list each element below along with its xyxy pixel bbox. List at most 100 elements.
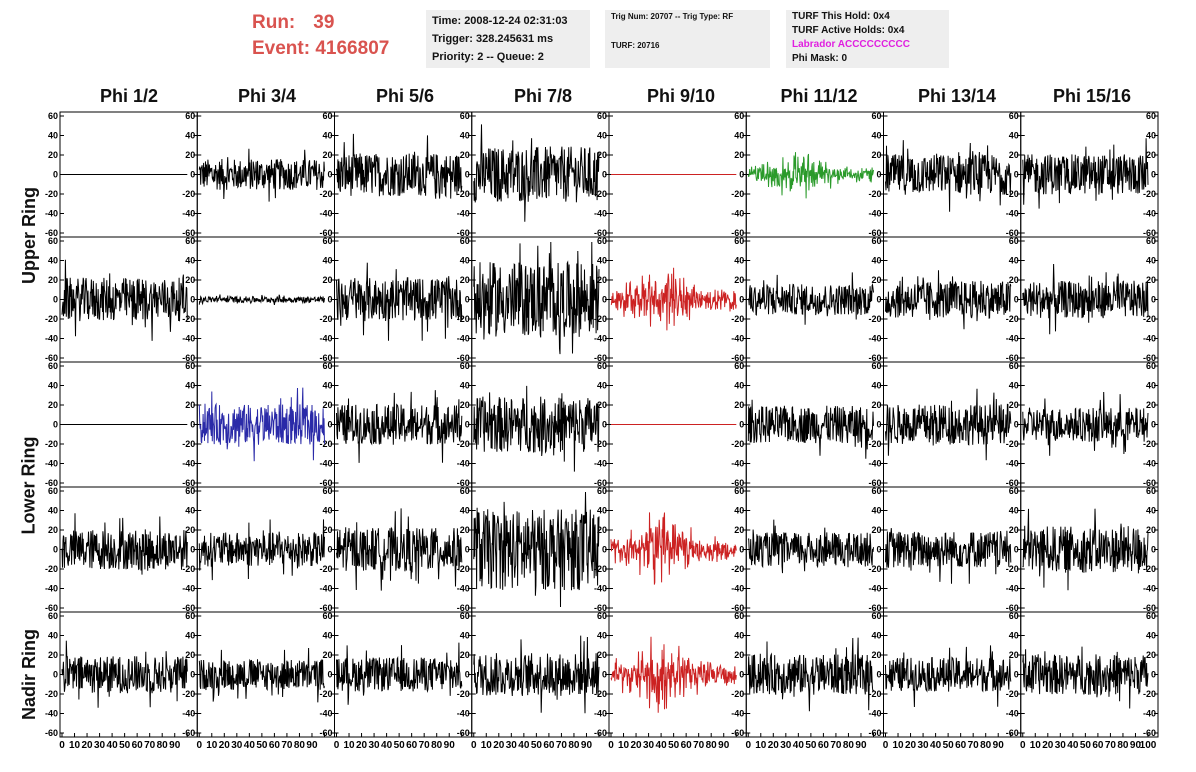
y-tick-label: -20 [1143, 314, 1156, 324]
y-tick-label: -40 [319, 709, 332, 719]
y-tick-label: 20 [322, 275, 332, 285]
waveform-trace [198, 148, 325, 202]
y-tick-label: 60 [734, 111, 744, 121]
y-tick-label: 40 [1009, 131, 1019, 141]
y-tick-label: 60 [1146, 486, 1156, 496]
y-tick-label: 40 [322, 631, 332, 641]
y-tick-label: 0 [739, 670, 744, 680]
y-tick-label: 40 [871, 256, 881, 266]
y-tick-label: 60 [48, 111, 58, 121]
waveform-trace [61, 259, 188, 341]
y-tick-label: -40 [731, 209, 744, 219]
y-tick-label: -40 [731, 709, 744, 719]
y-tick-label: -20 [1006, 189, 1019, 199]
waveform-trace [610, 636, 737, 713]
y-tick-label: -60 [182, 353, 195, 363]
y-tick-label: -20 [731, 314, 744, 324]
x-tick-label: 30 [231, 740, 243, 751]
y-tick-label: 40 [871, 131, 881, 141]
y-tick-label: -40 [594, 209, 607, 219]
y-tick-label: -20 [731, 564, 744, 574]
y-tick-label: 20 [1009, 150, 1019, 160]
y-tick-label: 60 [1009, 236, 1019, 246]
y-tick-label: 60 [1009, 111, 1019, 121]
y-tick-label: -60 [731, 728, 744, 738]
y-tick-label: 60 [597, 611, 607, 621]
y-tick-label: 20 [1146, 400, 1156, 410]
y-tick-label: -60 [319, 603, 332, 613]
x-tick-label: 60 [132, 740, 144, 751]
run-label: Run: [252, 12, 296, 33]
y-tick-label: 0 [190, 295, 195, 305]
x-tick-label: 0 [196, 740, 202, 751]
y-tick-label: -20 [594, 189, 607, 199]
y-tick-label: -60 [1143, 728, 1156, 738]
y-tick-label: 0 [465, 295, 470, 305]
y-tick-label: -20 [319, 564, 332, 574]
x-tick-label: 70 [281, 740, 293, 751]
y-tick-label: 0 [327, 170, 332, 180]
y-tick-label: -20 [45, 189, 58, 199]
y-tick-label: 60 [460, 236, 470, 246]
waveform-trace [1022, 508, 1149, 591]
y-tick-label: 40 [48, 631, 58, 641]
y-tick-label: 40 [185, 631, 195, 641]
y-tick-label: 60 [597, 486, 607, 496]
y-tick-label: 20 [322, 150, 332, 160]
y-tick-label: 60 [322, 111, 332, 121]
y-tick-label: -20 [594, 439, 607, 449]
y-tick-label: -20 [1006, 314, 1019, 324]
y-tick-label: -40 [868, 209, 881, 219]
y-tick-label: -20 [731, 689, 744, 699]
y-tick-label: 0 [327, 420, 332, 430]
y-tick-label: -20 [868, 189, 881, 199]
y-tick-label: -60 [457, 478, 470, 488]
y-tick-label: -60 [45, 353, 58, 363]
y-tick-label: 20 [185, 400, 195, 410]
x-tick-label: 70 [144, 740, 156, 751]
y-tick-label: 40 [1146, 506, 1156, 516]
y-tick-label: -20 [319, 189, 332, 199]
y-tick-label: -60 [1006, 603, 1019, 613]
trig-num-text: Trig Num: 20707 -- Trig Type: RF [611, 12, 734, 21]
y-tick-label: 20 [734, 150, 744, 160]
y-tick-label: -20 [1143, 564, 1156, 574]
y-tick-label: 20 [185, 275, 195, 285]
y-tick-label: -60 [594, 603, 607, 613]
y-tick-label: -20 [319, 439, 332, 449]
y-tick-label: 0 [190, 170, 195, 180]
y-tick-label: 60 [48, 236, 58, 246]
y-tick-label: 0 [739, 545, 744, 555]
y-tick-label: -20 [1006, 564, 1019, 574]
waveform-trace [1022, 263, 1149, 335]
y-tick-label: 60 [734, 486, 744, 496]
y-tick-label: -20 [594, 564, 607, 574]
y-tick-label: -20 [868, 689, 881, 699]
trigger-text: Trigger: 328.245631 ms [432, 33, 554, 45]
y-tick-label: 60 [871, 236, 881, 246]
y-tick-label: 20 [1009, 400, 1019, 410]
y-tick-label: 40 [185, 131, 195, 141]
y-tick-label: -20 [182, 564, 195, 574]
y-tick-label: 0 [1151, 170, 1156, 180]
x-tick-label: 70 [1105, 740, 1117, 751]
y-tick-label: 40 [597, 381, 607, 391]
x-tick-label: 20 [81, 740, 93, 751]
x-tick-label: 10 [343, 740, 355, 751]
y-tick-label: 40 [185, 506, 195, 516]
y-tick-label: -40 [457, 584, 470, 594]
y-tick-label: -40 [868, 709, 881, 719]
y-tick-label: -60 [457, 728, 470, 738]
y-tick-label: -40 [1143, 584, 1156, 594]
y-tick-label: -60 [457, 603, 470, 613]
y-tick-label: -60 [1006, 228, 1019, 238]
y-tick-label: -60 [1143, 353, 1156, 363]
y-tick-label: -60 [319, 228, 332, 238]
x-tick-label: 10 [69, 740, 81, 751]
y-tick-label: 40 [185, 381, 195, 391]
y-tick-label: -60 [182, 603, 195, 613]
y-tick-label: -40 [45, 709, 58, 719]
x-tick-label: 20 [768, 740, 780, 751]
x-tick-label: 40 [930, 740, 942, 751]
x-tick-label: 60 [955, 740, 967, 751]
